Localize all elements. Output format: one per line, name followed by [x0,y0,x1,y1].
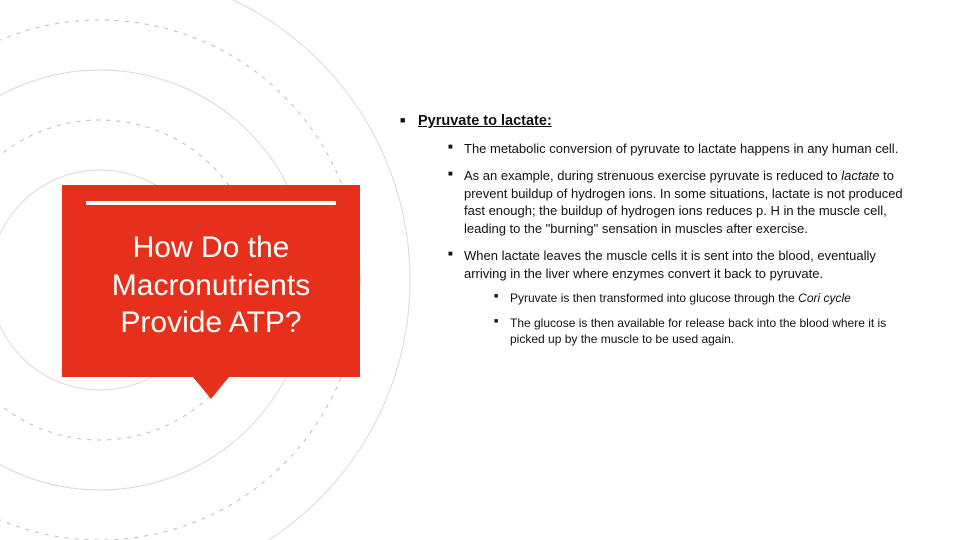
list-item: The glucose is then available for releas… [494,315,920,347]
list-item: The metabolic conversion of pyruvate to … [448,140,920,158]
list-item: When lactate leaves the muscle cells it … [448,247,920,347]
content-area: Pyruvate to lactate: The metabolic conve… [400,112,920,357]
bullet-list-level2: The metabolic conversion of pyruvate to … [418,140,920,347]
title-text: How Do the Macronutrients Provide ATP? [62,229,360,342]
heading-text: Pyruvate to lactate: [418,113,552,129]
heading-bullet: Pyruvate to lactate: The metabolic conve… [400,112,920,347]
list-item: As an example, during strenuous exercise… [448,167,920,237]
list-item: Pyruvate is then transformed into glucos… [494,290,920,306]
title-divider [86,201,336,205]
bullet-list-level1: Pyruvate to lactate: The metabolic conve… [400,112,920,347]
bullet-list-level3: Pyruvate is then transformed into glucos… [464,290,920,347]
callout-arrow-icon [193,377,229,399]
title-card: How Do the Macronutrients Provide ATP? [62,185,360,377]
